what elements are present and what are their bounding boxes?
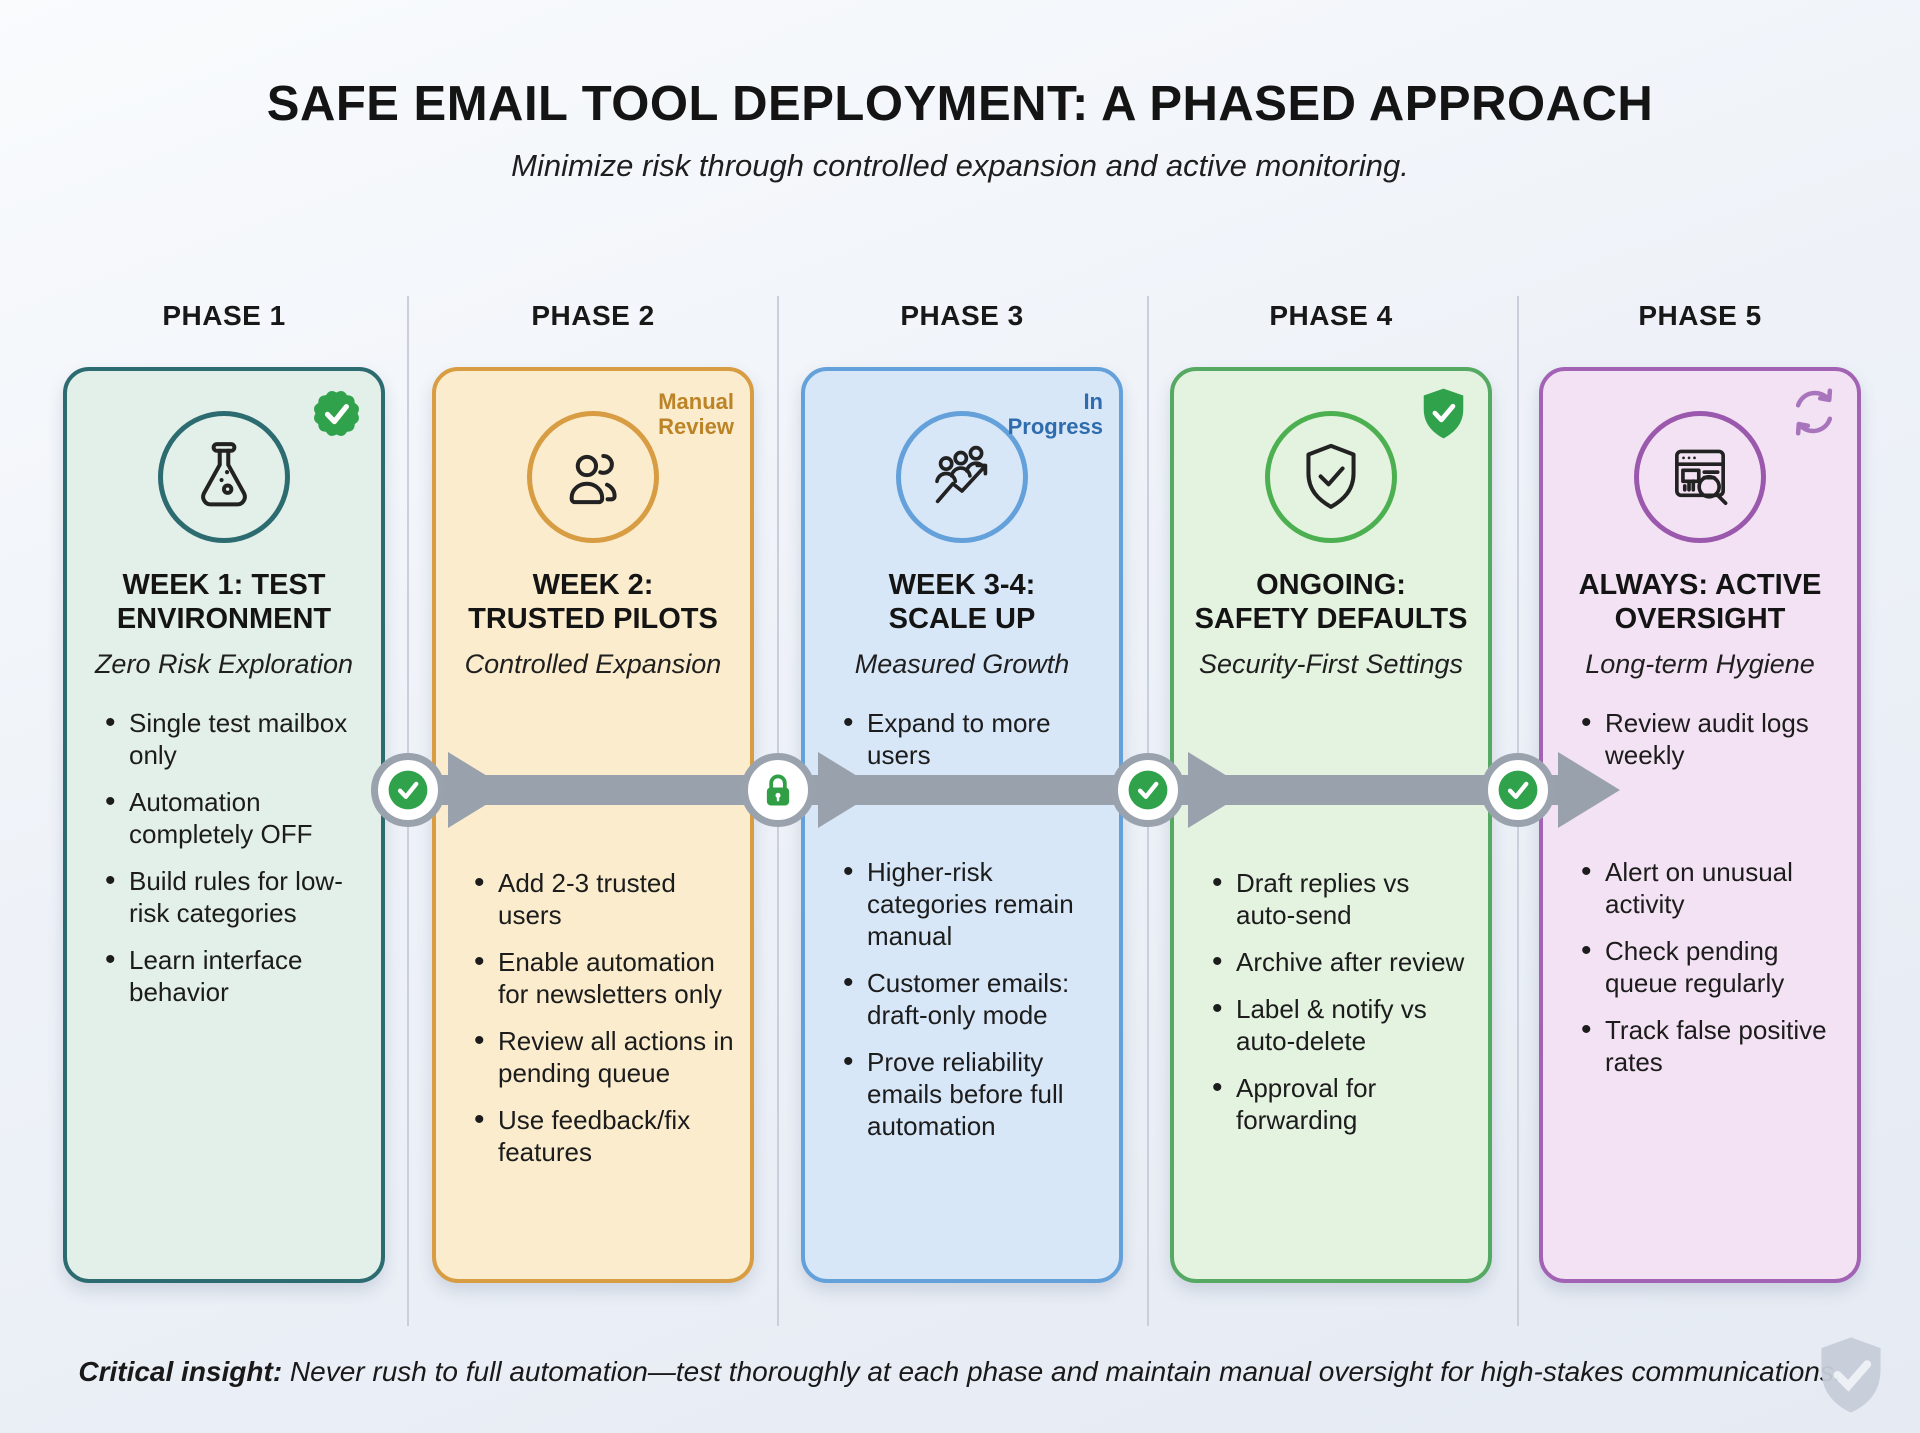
bullet-item: Review audit logs weekly (1581, 705, 1843, 772)
card-subtitle: Controlled Expansion (464, 648, 722, 679)
refresh-icon (1785, 383, 1843, 441)
bullet-item: Label & notify vs auto-delete (1212, 991, 1474, 1058)
bullet-item: Check pending queue regularly (1581, 933, 1843, 1000)
bullet-item: Add 2-3 trusted users (474, 865, 736, 932)
bullet-item: Archive after review (1212, 944, 1474, 981)
arrow-gap (1174, 708, 1488, 868)
phase-card-1: WEEK 1: TEST ENVIRONMENT Zero Risk Explor… (63, 367, 385, 1283)
card-title: ALWAYS: ACTIVE OVERSIGHT (1578, 569, 1822, 635)
bullet-item: Review all actions in pending queue (474, 1023, 736, 1090)
phase-cards-row: WEEK 1: TEST ENVIRONMENT Zero Risk Explor… (63, 367, 1861, 1283)
phase-card-2: Manual Review WEEK 2: TRUSTED PILOTS Cont… (432, 367, 754, 1283)
phase-label-1: PHASE 1 (162, 300, 286, 331)
bullet-item: Expand to more users (843, 705, 1105, 772)
card-title: ONGOING: SAFETY DEFAULTS (1194, 569, 1468, 635)
phase-card-3: In Progress WEEK 3-4: SCALE UP Measured G… (801, 367, 1123, 1283)
card-title: WEEK 3-4: SCALE UP (888, 569, 1036, 635)
phase-label-5: PHASE 5 (1638, 300, 1762, 331)
card-title: WEEK 2: TRUSTED PILOTS (468, 569, 718, 635)
bullet-item: Track false positive rates (1581, 1012, 1843, 1079)
bullet-item: Use feedback/fix features (474, 1102, 736, 1169)
flask-icon (158, 411, 290, 543)
card-subtitle: Measured Growth (854, 648, 1070, 679)
card-subtitle: Security-First Settings (1198, 648, 1464, 679)
phase-label-2: PHASE 2 (531, 300, 655, 331)
rosette-check-icon (309, 386, 364, 441)
bullet-list: Review audit logs weekly (1543, 705, 1857, 772)
corner-tag-label: In Progress (1007, 389, 1103, 440)
arrow-gap (436, 708, 750, 868)
shield-check-icon (1265, 411, 1397, 543)
bullet-item: Alert on unusual activity (1581, 854, 1843, 921)
bullet-list: Alert on unusual activity Check pending q… (1543, 854, 1857, 1079)
shield-badge-icon (1416, 386, 1471, 441)
bullet-item: Build rules for low-risk categories (105, 863, 367, 930)
bullet-list: Higher-risk categories remain manual Cust… (805, 854, 1119, 1143)
critical-insight-text: Never rush to full automation—test thoro… (282, 1356, 1842, 1387)
bullet-list: Single test mailbox only Automation compl… (67, 705, 381, 1009)
bullet-list: Add 2-3 trusted users Enable automation f… (436, 865, 750, 1169)
arrow-gap (805, 787, 1119, 857)
bullet-item: Higher-risk categories remain manual (843, 854, 1105, 953)
monitor-search-icon (1634, 411, 1766, 543)
phase-card-5: ALWAYS: ACTIVE OVERSIGHT Long-term Hygien… (1539, 367, 1861, 1283)
bullet-item: Approval for forwarding (1212, 1070, 1474, 1137)
page-subtitle: Minimize risk through controlled expansi… (511, 148, 1409, 183)
phase-label-3: PHASE 3 (900, 300, 1024, 331)
critical-insight: Critical insight: Never rush to full aut… (0, 1356, 1920, 1388)
card-subtitle: Zero Risk Exploration (94, 648, 354, 679)
bullet-item: Learn interface behavior (105, 942, 367, 1009)
bullet-item: Enable automation for newsletters only (474, 944, 736, 1011)
bullet-item: Customer emails: draft-only mode (843, 965, 1105, 1032)
corner-tag-label: Manual Review (658, 389, 734, 440)
bullet-item: Prove reliability emails before full aut… (843, 1044, 1105, 1143)
bullet-list: Draft replies vs auto-send Archive after … (1174, 865, 1488, 1137)
arrow-gap (1543, 787, 1857, 857)
phase-card-4: ONGOING: SAFETY DEFAULTS Security-First S… (1170, 367, 1492, 1283)
growth-icon (896, 411, 1028, 543)
bullet-item: Single test mailbox only (105, 705, 367, 772)
phase-labels-row: PHASE 1 PHASE 2 PHASE 3 PHASE 4 PHASE 5 (63, 300, 1861, 332)
bullet-list: Expand to more users (805, 705, 1119, 772)
users-icon (527, 411, 659, 543)
card-title: WEEK 1: TEST ENVIRONMENT (116, 569, 332, 635)
critical-insight-lead: Critical insight: (78, 1356, 283, 1387)
bullet-item: Automation completely OFF (105, 784, 367, 851)
phase-label-4: PHASE 4 (1269, 300, 1393, 331)
bullet-item: Draft replies vs auto-send (1212, 865, 1474, 932)
shield-watermark-icon (1808, 1332, 1894, 1418)
card-subtitle: Long-term Hygiene (1585, 648, 1815, 679)
page-title: SAFE EMAIL TOOL DEPLOYMENT: A PHASED APP… (266, 77, 1654, 131)
